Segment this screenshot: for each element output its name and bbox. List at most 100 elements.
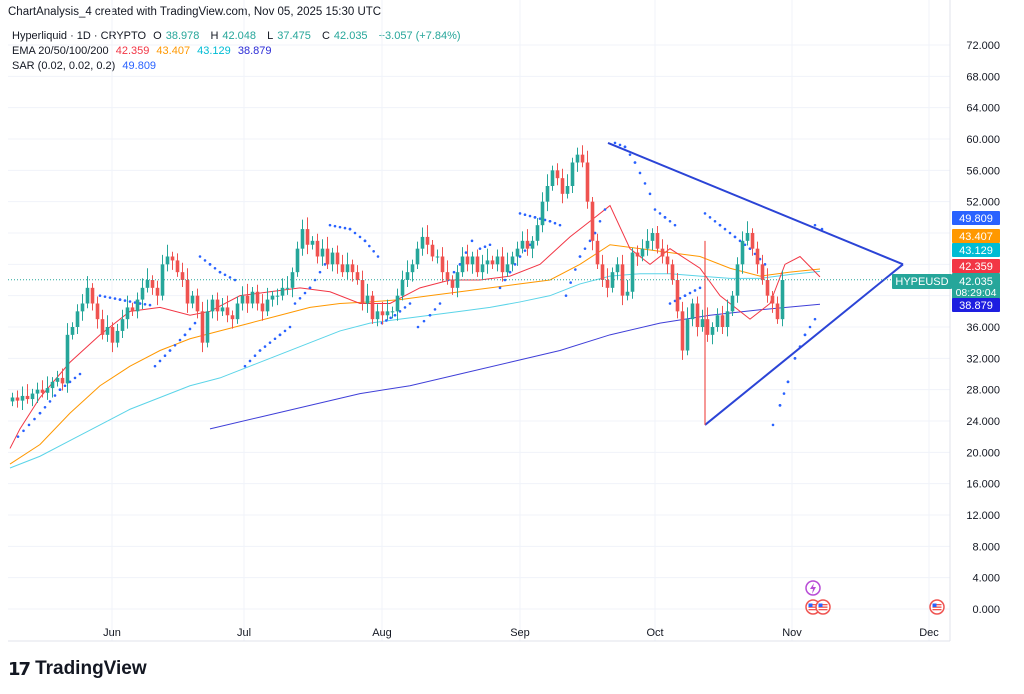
legend-close-value: 42.035 (333, 30, 368, 42)
candle-body (520, 240, 525, 249)
price-axis[interactable]: 72.00068.00064.00060.00056.00052.00048.0… (966, 40, 1000, 616)
sar-dot (478, 247, 482, 250)
candle-body (715, 315, 720, 327)
sar-dot (728, 231, 732, 235)
candle-body (580, 154, 585, 163)
candle-body (15, 397, 20, 401)
sar-dot (108, 296, 112, 299)
flag-icon[interactable] (929, 599, 945, 615)
candle-body (370, 295, 375, 320)
legend-sar-row[interactable]: SAR (0.02, 0.02, 0.2) 49.809 (12, 60, 160, 72)
sar-dot (743, 243, 747, 247)
sar-dot (668, 219, 672, 223)
sar-dot (198, 255, 202, 258)
candle-body (45, 388, 50, 393)
x-tick-label: Jul (237, 627, 251, 639)
y-tick-label: 36.000 (966, 322, 1000, 334)
sar-dot (253, 354, 257, 358)
candle-body (680, 311, 685, 351)
c-label: C (321, 30, 330, 42)
sar-dot (528, 214, 532, 218)
candle-body (510, 256, 515, 265)
sar-dot (703, 212, 707, 215)
sar-dot (683, 294, 687, 297)
triangle-lower-line[interactable] (704, 263, 904, 426)
sar-dot (673, 223, 677, 227)
candle-body (405, 272, 410, 280)
candle-body (600, 264, 605, 280)
grid (8, 0, 950, 641)
flag-icon[interactable] (815, 599, 831, 615)
sar-dot (228, 276, 232, 279)
o-label: O (153, 30, 162, 42)
price-label-text: 49.809 (959, 213, 993, 225)
legend-symbol-row[interactable]: Hyperliquid · 1D · CRYPTO O 38.978 H 42.04… (12, 30, 465, 42)
candle-body (225, 307, 230, 316)
y-tick-label: 20.000 (966, 447, 1000, 459)
sar-dot (638, 171, 642, 175)
candle-body (590, 201, 595, 241)
candle-body (635, 252, 640, 257)
sar-dot (403, 306, 407, 309)
sar-dot (693, 289, 697, 292)
sar-dot (408, 302, 412, 305)
candle-body (25, 395, 30, 400)
flag-icon-stripe (818, 606, 828, 608)
y-tick-label: 72.000 (966, 40, 1000, 52)
sar-dot (548, 219, 552, 223)
candle-body (700, 319, 705, 327)
candle-body (150, 280, 155, 288)
sar-dot (698, 286, 702, 290)
candle-body (70, 327, 75, 335)
legend-ema-name: EMA 20/50/100/200 (12, 45, 109, 57)
y-tick-label: 12.000 (966, 510, 1000, 522)
sar-dot (598, 219, 602, 223)
sar-dot (613, 141, 617, 145)
sar-dot (428, 313, 432, 317)
sar-dot (368, 244, 371, 248)
time-axis[interactable]: Jun Jul Aug Sep Oct Nov Dec (103, 627, 939, 639)
candle-body (280, 287, 285, 296)
sar-dot (748, 247, 752, 250)
candle-body (75, 311, 80, 327)
legend-ema-row[interactable]: EMA 20/50/100/200 42.359 43.407 43.129 3… (12, 45, 276, 57)
sar-dot (303, 291, 307, 295)
candle-body (350, 264, 355, 273)
sar-dot (528, 243, 532, 247)
y-tick-label: 32.000 (966, 353, 1000, 365)
sar-dot (518, 255, 522, 258)
sar-dot (808, 325, 812, 329)
flag-icon-stripe (932, 609, 942, 611)
candle-body (550, 170, 555, 186)
sar-dot (223, 273, 227, 277)
legend-symbol-name: Hyperliquid · 1D · CRYPTO (12, 30, 147, 42)
candle-body (95, 303, 100, 320)
candle-body (365, 295, 370, 304)
candle-body (570, 162, 575, 186)
y-tick-label: 16.000 (966, 479, 1000, 491)
symbol-tag: HYPEUSD (895, 276, 948, 288)
candle-body (535, 225, 540, 241)
sar-dot (389, 316, 392, 320)
flag-icon-stripe (818, 604, 828, 606)
sar-dot (738, 239, 742, 243)
sar-dot (668, 302, 672, 305)
price-chart[interactable]: 72.00068.00064.00060.00056.00052.00048.0… (0, 0, 1024, 650)
event-markers[interactable] (805, 580, 945, 615)
legend-open-value: 38.978 (165, 30, 200, 42)
candle-body (110, 327, 115, 343)
price-label-text: 43.407 (959, 231, 993, 243)
earnings-icon[interactable] (805, 580, 821, 596)
tradingview-logo[interactable]: 17 TradingView (8, 658, 147, 680)
sar-dot (673, 299, 677, 303)
sar-dot (583, 247, 587, 250)
flag-icon-canton (808, 603, 813, 607)
sar-dot (333, 224, 337, 228)
sar-dot (718, 223, 722, 227)
flag-icon-canton (932, 603, 937, 607)
sar-dot (148, 303, 152, 307)
candle-body (360, 280, 365, 304)
triangle-upper-line[interactable] (607, 141, 904, 266)
sar-dot (208, 263, 212, 266)
